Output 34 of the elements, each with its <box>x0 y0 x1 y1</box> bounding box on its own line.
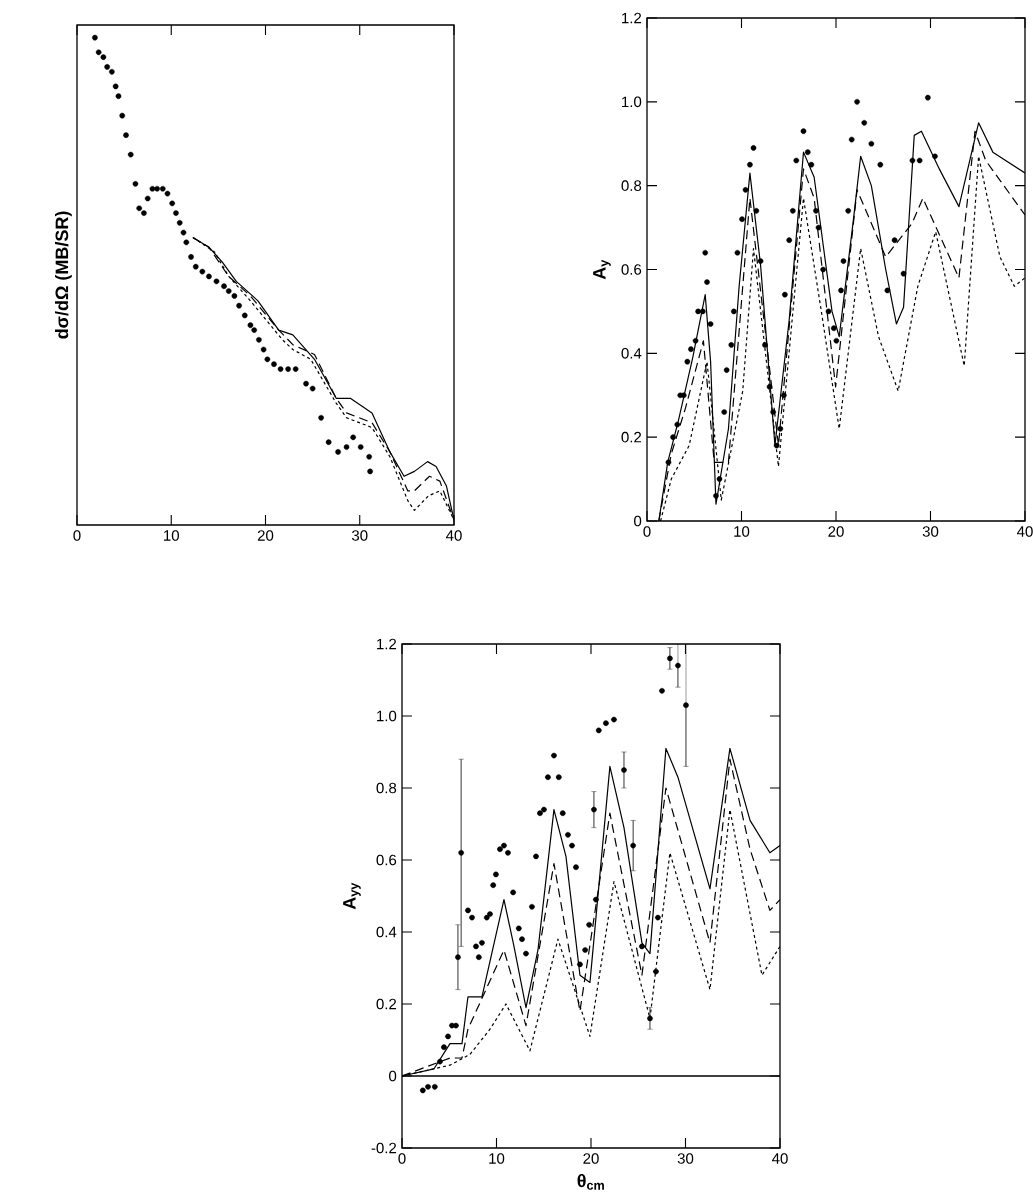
y-tick-label: 1.0 <box>377 710 397 722</box>
y-tick-label: 0.8 <box>376 782 397 794</box>
y-tick-label: 1.2 <box>377 638 397 650</box>
x-tick-label: 20 <box>583 1153 599 1164</box>
x-tick-label: 40 <box>772 1153 788 1164</box>
y-tick-label: 0.4 <box>376 926 397 938</box>
y-tick-label: 0 <box>634 515 642 527</box>
x-axis-title: θ$_{cm}$ <box>577 1174 604 1190</box>
x-tick-label: 10 <box>489 1153 505 1164</box>
y-tick-label: -0.2 <box>371 1142 397 1154</box>
x-tick-label: 20 <box>257 530 274 541</box>
x-tick-label: 0 <box>643 526 651 537</box>
y-tick-label: 0.2 <box>376 998 397 1010</box>
x-tick-label: 40 <box>1017 526 1033 537</box>
x-tick-label: 30 <box>677 1153 694 1164</box>
x-tick-label: 30 <box>351 530 368 541</box>
x-tick-label: 0 <box>398 1153 406 1164</box>
y-tick-label: 1.0 <box>622 96 642 108</box>
y-tick-label: 0.8 <box>621 180 642 191</box>
y-axis-title: dσ/dΩ (MB/SR) <box>55 211 72 339</box>
y-tick-label: 0.4 <box>621 348 642 359</box>
x-tick-label: 0 <box>73 530 81 541</box>
y-tick-label: 0.2 <box>621 431 642 443</box>
x-tick-label: 10 <box>164 530 179 541</box>
y-tick-label: 1.2 <box>622 12 642 24</box>
x-tick-label: 10 <box>734 526 750 537</box>
y-tick-label: 0 <box>389 1070 397 1082</box>
y-tick-label: 0.6 <box>621 264 642 275</box>
y-axis-title: A$_{y}$ <box>593 259 611 280</box>
x-tick-label: 30 <box>922 526 939 537</box>
y-axis-title: A$_{yy}$ <box>343 882 361 910</box>
x-tick-label: 40 <box>446 530 462 541</box>
x-tick-label: 20 <box>828 526 844 537</box>
y-tick-label: 0.6 <box>376 854 397 866</box>
